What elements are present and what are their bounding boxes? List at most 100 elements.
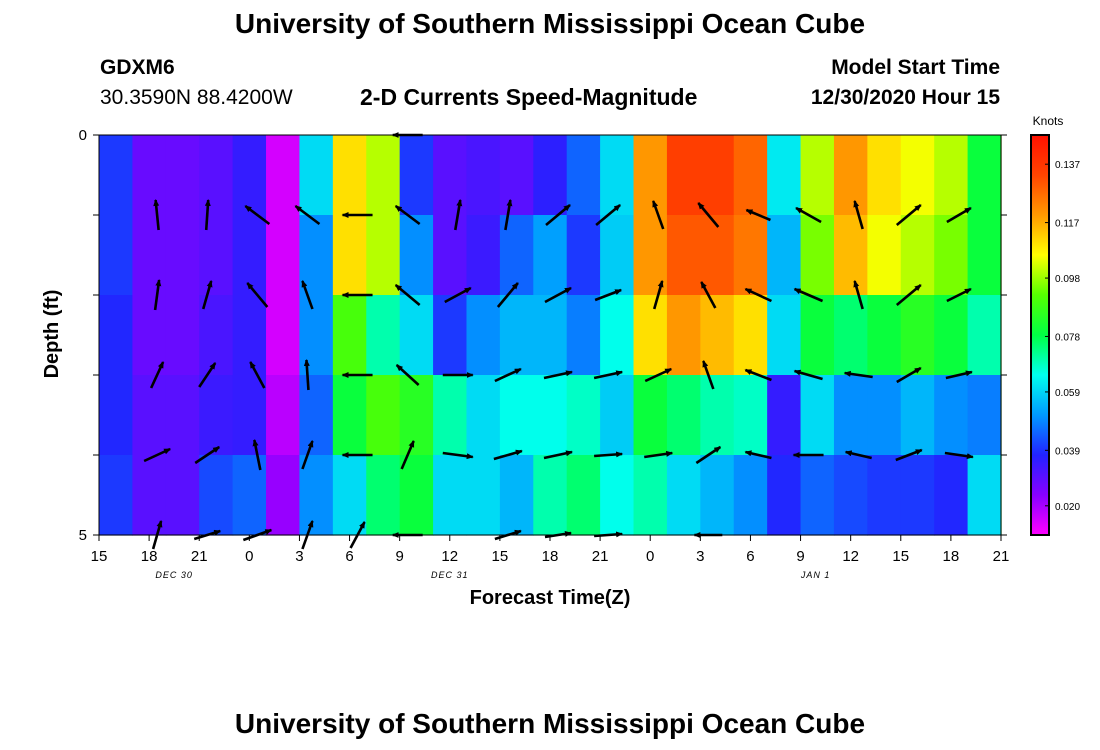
current-vector — [944, 451, 974, 460]
heatmap-cell — [767, 215, 802, 296]
heatmap-cell — [800, 135, 835, 216]
current-vector — [442, 451, 474, 460]
heatmap-cell — [232, 135, 267, 216]
current-vector — [702, 360, 715, 390]
heatmap-cell — [499, 455, 534, 536]
current-vector — [895, 284, 922, 306]
heatmap-cell — [967, 375, 1002, 456]
colorbar-units: Knots — [1033, 114, 1064, 128]
heatmap-cell — [366, 295, 401, 376]
current-vector — [651, 200, 665, 230]
footer-title: University of Southern Mississippi Ocean… — [234, 708, 866, 739]
x-tick-label: 18 — [542, 548, 559, 565]
heatmap-cell — [199, 375, 234, 456]
heatmap-cell — [466, 455, 501, 536]
heatmap-cell — [466, 135, 501, 216]
heatmap-cell — [600, 455, 635, 536]
current-vector — [946, 287, 972, 303]
current-vector — [843, 370, 873, 379]
currents-chart: 15 18 21 0 3 6 9 12 15 18 21 0 3 6 9 12 15 18 21 DEC 30 DEC … — [41, 114, 1080, 609]
heatmap-cell — [767, 135, 802, 216]
heatmap-cell — [800, 375, 835, 456]
x-tick-label: 12 — [441, 548, 458, 565]
current-vector — [149, 361, 165, 389]
heatmap-cell — [299, 295, 334, 376]
heatmap-cell — [633, 375, 668, 456]
current-vector — [644, 367, 673, 383]
heatmap-cell — [232, 295, 267, 376]
current-vector — [303, 359, 310, 391]
heatmap-cell — [199, 215, 234, 296]
heatmap-cell — [165, 295, 200, 376]
heatmap-cell — [533, 135, 568, 216]
current-vector — [652, 280, 664, 310]
heatmap-cell — [733, 455, 768, 536]
colorbar-tick-label: 0.117 — [1055, 219, 1080, 230]
current-vector — [695, 445, 722, 465]
heatmap-cell — [299, 135, 334, 216]
current-vector — [594, 288, 623, 302]
heatmap-cell — [666, 455, 701, 536]
heatmap-cell — [633, 455, 668, 536]
current-vector — [201, 280, 213, 310]
heatmap-cell — [800, 295, 835, 376]
heatmap-cell — [934, 455, 969, 536]
current-vector — [745, 208, 771, 222]
colorbar: 0.137 0.117 0.098 0.078 0.059 0.039 0.020 — [1030, 134, 1080, 536]
x-date-label: DEC 31 — [431, 570, 469, 580]
heatmap-cell — [399, 135, 434, 216]
heatmap-cell — [967, 215, 1002, 296]
x-tick-label: 6 — [345, 548, 353, 565]
current-vector — [795, 206, 822, 224]
current-vector — [301, 440, 314, 470]
heatmap-cell — [165, 135, 200, 216]
heatmap-cell — [533, 295, 568, 376]
current-vector — [895, 204, 922, 226]
heatmap-cell — [299, 455, 334, 536]
current-vector — [700, 281, 717, 309]
heatmap-cell — [499, 375, 534, 456]
chart-subtitle: 2-D Currents Speed-Magnitude — [360, 84, 698, 110]
colorbar-tick-label: 0.020 — [1055, 502, 1080, 513]
current-vector — [143, 447, 172, 463]
heatmap-cell — [934, 295, 969, 376]
colorbar-tick-label: 0.039 — [1055, 446, 1080, 457]
heatmap-cell — [700, 135, 735, 216]
heatmap-cell — [299, 375, 334, 456]
current-vector — [744, 368, 772, 382]
heatmap-cell — [666, 215, 701, 296]
heatmap-cell — [466, 215, 501, 296]
current-vector — [593, 370, 624, 380]
x-tick-label: 21 — [592, 548, 609, 565]
current-vector — [853, 280, 864, 310]
current-vector — [896, 366, 922, 384]
heatmap-cell — [232, 215, 267, 296]
heatmap-cell — [733, 135, 768, 216]
heatmap-cell — [833, 455, 868, 536]
heatmap-cell — [99, 135, 134, 216]
x-tick-label: 9 — [395, 548, 403, 565]
colorbar-tick-label: 0.098 — [1055, 274, 1080, 285]
current-vector — [895, 448, 923, 462]
current-vector — [444, 286, 472, 304]
x-tick-label: 6 — [746, 548, 754, 565]
heatmap-cell — [733, 215, 768, 296]
current-vector — [395, 364, 420, 386]
current-vector — [504, 199, 513, 231]
x-tick-label: 0 — [245, 548, 253, 565]
current-vector — [744, 450, 772, 460]
heatmap-cell — [967, 135, 1002, 216]
current-vector — [644, 450, 674, 459]
model-start-label: Model Start Time — [831, 56, 1000, 79]
heatmap-cell — [232, 375, 267, 456]
heatmap-cell — [767, 455, 802, 536]
current-vector — [249, 361, 266, 389]
heatmap-cell — [232, 455, 267, 536]
colorbar-ramp — [1030, 134, 1050, 536]
heatmap-cell — [900, 295, 935, 376]
heatmap-cell — [566, 215, 601, 296]
colorbar-tick-label: 0.059 — [1055, 388, 1080, 399]
current-vector — [400, 440, 415, 470]
current-vector — [595, 204, 621, 226]
x-date-label: DEC 30 — [155, 570, 193, 580]
